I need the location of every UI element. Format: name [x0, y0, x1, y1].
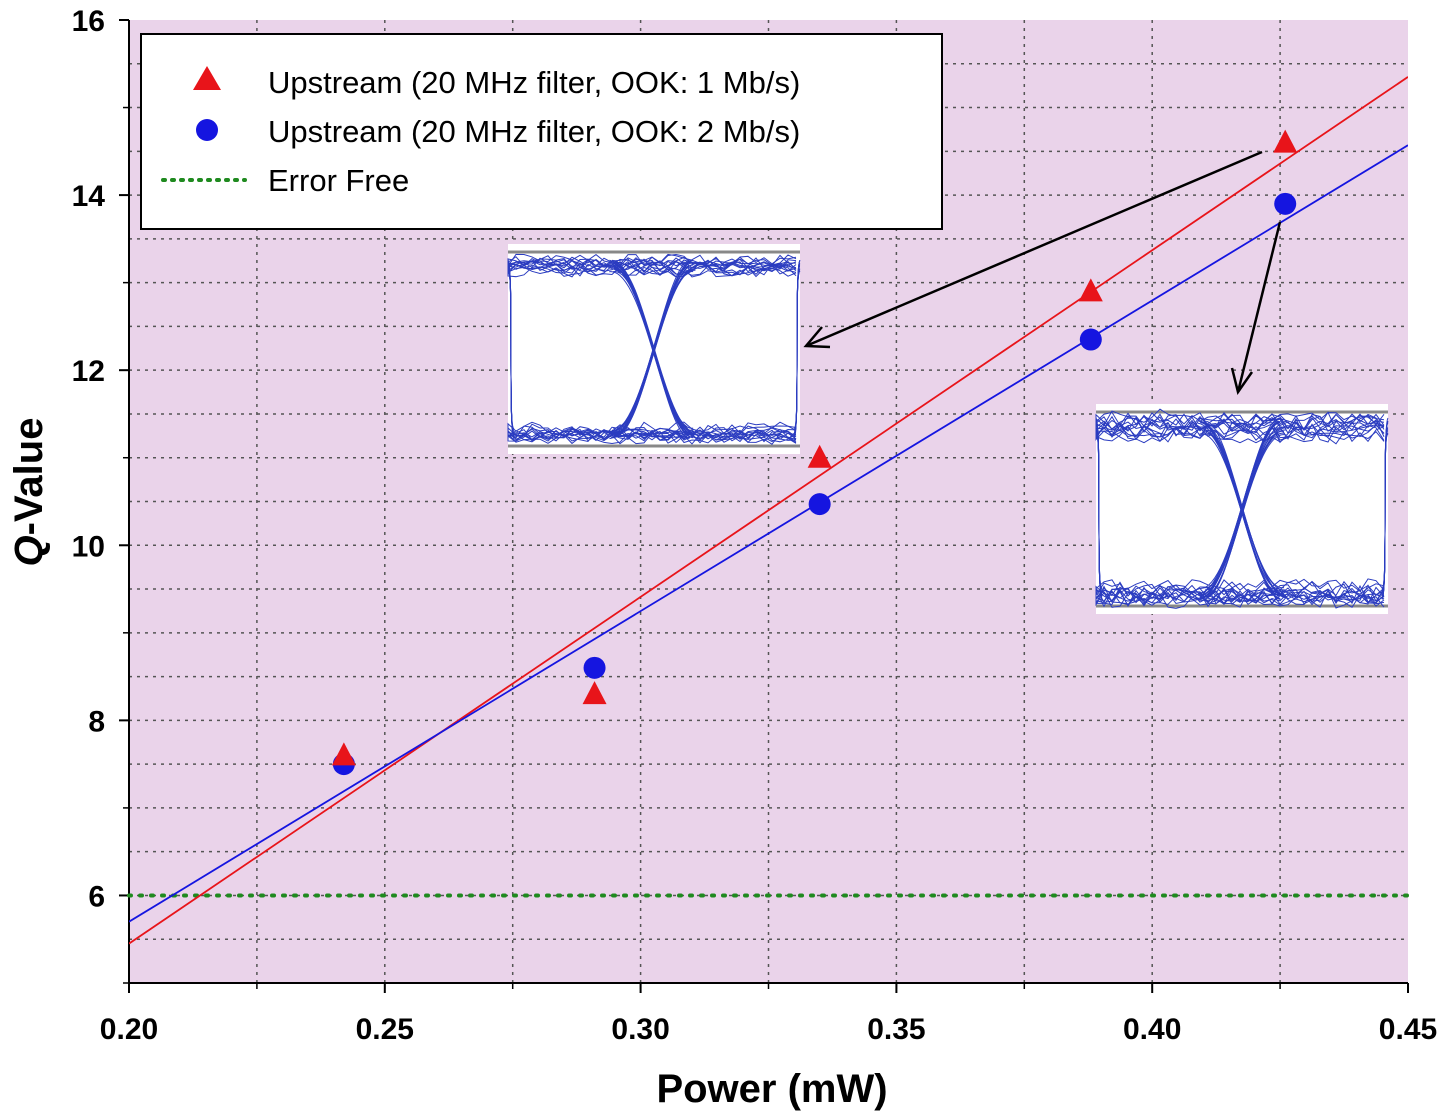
x-tick-label: 0.30: [611, 1013, 669, 1046]
eye-trace: [507, 427, 797, 441]
point-2mbps: [1274, 192, 1297, 215]
x-tick-label: 0.40: [1123, 1013, 1181, 1046]
point-2mbps: [583, 656, 606, 679]
eye-trace: [1095, 413, 1385, 434]
point-2mbps: [808, 493, 831, 516]
eye-trace: [507, 265, 797, 278]
y-tick-label: 12: [72, 355, 105, 388]
eye-trace: [1095, 588, 1385, 605]
fit-lines: [129, 76, 1408, 945]
fit-line-1mbps: [129, 76, 1408, 945]
eye-trace: [1095, 579, 1385, 597]
arrow-to-eye-2: [1236, 221, 1282, 393]
arrowhead-eye-1: [803, 326, 831, 349]
eye-diagram-1mbps: [507, 244, 801, 454]
x-axis-title: Power (mW): [656, 1067, 887, 1111]
y-tick-label: 10: [72, 530, 105, 563]
eye-trace: [1095, 587, 1385, 606]
y-axis-title-q: Q: [7, 535, 51, 566]
eye-trace: [1095, 423, 1385, 444]
legend-box: [140, 33, 943, 230]
arrowhead-eye-2: [1230, 367, 1254, 395]
legend-triangle-icon: [193, 66, 221, 90]
y-tick-label: 16: [72, 5, 105, 38]
eye-trace: [1381, 417, 1389, 594]
y-axis-title-rest: -Value: [7, 418, 51, 536]
fit-line-2mbps: [129, 144, 1408, 923]
eye-trace: [614, 263, 695, 437]
point-1mbps: [1273, 129, 1298, 153]
point-1mbps: [1078, 278, 1103, 302]
x-tick-label: 0.25: [356, 1013, 414, 1046]
eye-trace: [793, 263, 801, 437]
legend-label-2mbps: Upstream (20 MHz filter, OOK: 2 Mb/s): [268, 114, 800, 149]
eye-trace: [1206, 420, 1287, 599]
eye-trace: [507, 263, 515, 437]
legend-label-error-free: Error Free: [268, 163, 409, 198]
y-axis-title: Q-Value: [7, 418, 51, 567]
eye-trace: [1095, 408, 1385, 427]
x-tick-label: 0.35: [867, 1013, 925, 1046]
eye-trace: [507, 429, 797, 443]
eye-trace: [507, 257, 797, 271]
data-points: [331, 129, 1298, 776]
point-1mbps: [807, 444, 832, 468]
annotation-arrows: [803, 150, 1282, 395]
point-2mbps: [1079, 328, 1102, 351]
eye-trace: [1095, 424, 1385, 444]
eye-trace: [1095, 583, 1385, 603]
legend-circle-icon: [196, 119, 218, 141]
eye-trace: [1198, 417, 1280, 594]
point-1mbps: [331, 742, 356, 766]
eye-trace: [1095, 417, 1103, 594]
eye-trace: [1095, 413, 1385, 431]
y-tick-label: 8: [88, 705, 105, 738]
eye-trace: [507, 263, 797, 277]
x-tick-label: 0.20: [100, 1013, 158, 1046]
ticks: 0.20 0.25 0.30 0.35 0.40 0.45 6 8 10 12 14 16: [72, 5, 1438, 1046]
arrow-to-eye-1: [805, 150, 1263, 348]
y-tick-label: 14: [72, 180, 106, 213]
legend: Upstream (20 MHz filter, OOK: 1 Mb/s) Up…: [140, 33, 943, 230]
point-1mbps: [582, 681, 607, 705]
x-tick-label: 0.45: [1379, 1013, 1437, 1046]
legend-label-1mbps: Upstream (20 MHz filter, OOK: 1 Mb/s): [268, 65, 800, 100]
eye-trace: [507, 260, 797, 274]
y-tick-label: 6: [88, 880, 105, 913]
eye-trace: [507, 432, 797, 445]
eye-diagram-2mbps: [1095, 404, 1389, 614]
eye-trace: [507, 430, 797, 444]
eye-trace: [1095, 411, 1385, 431]
eye-trace: [1095, 427, 1385, 445]
